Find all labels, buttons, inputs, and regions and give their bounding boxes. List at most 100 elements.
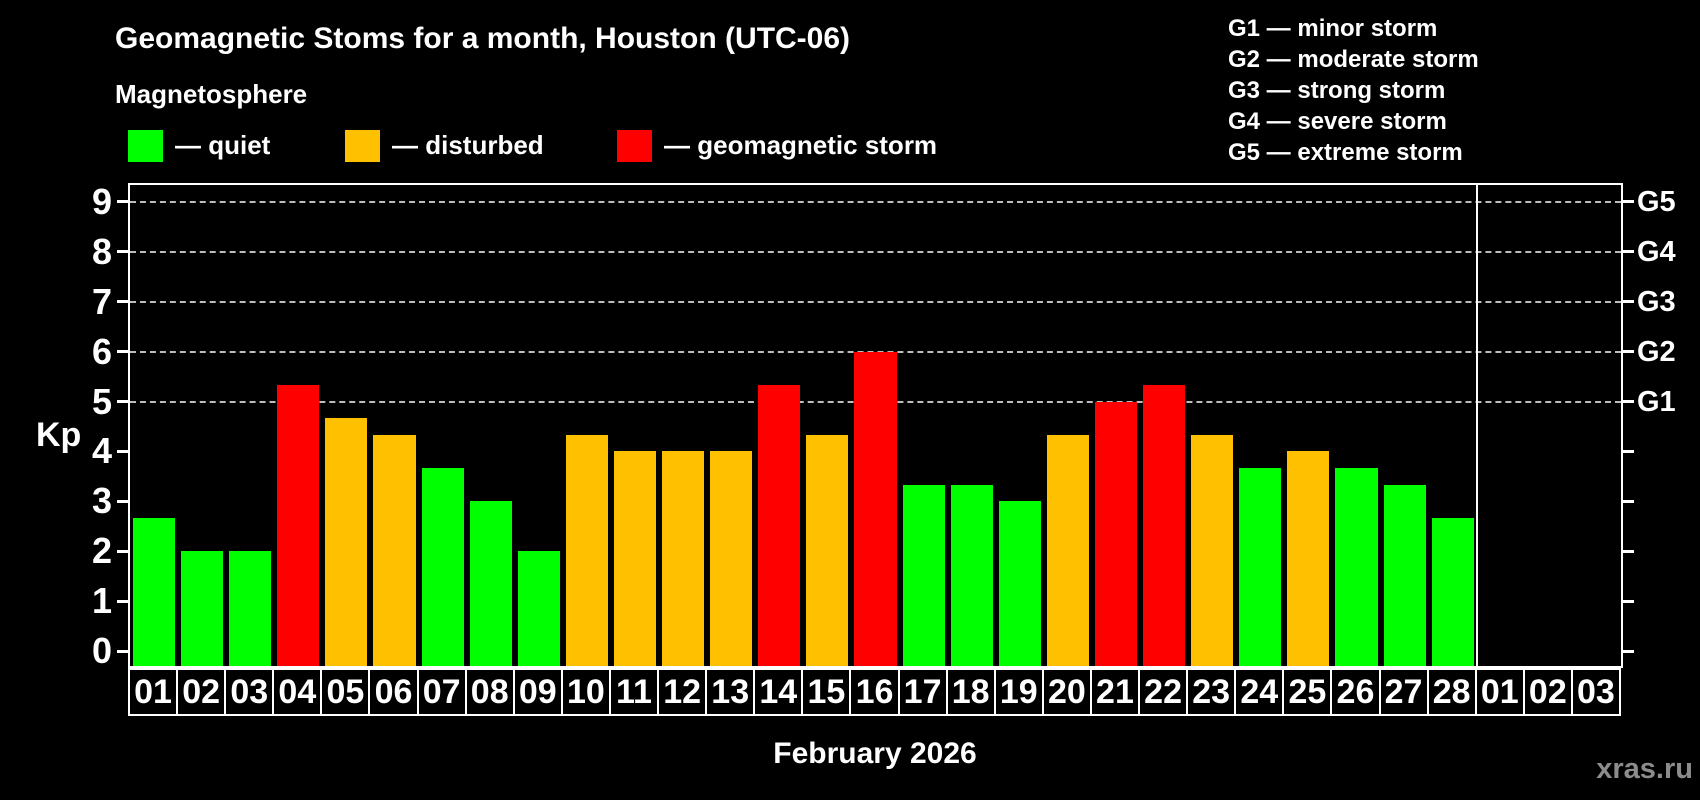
y-tick-label-8: 8 <box>91 230 112 272</box>
date-cell-next-02: 02 <box>1522 668 1573 716</box>
date-cell-feb-20: 20 <box>1041 668 1092 716</box>
date-cell-next-01: 01 <box>1474 668 1525 716</box>
kp-bar-day-22 <box>1143 385 1186 666</box>
y-tick-right-5 <box>1623 400 1634 403</box>
date-cell-feb-12: 12 <box>657 668 708 716</box>
storm-color-swatch <box>617 129 652 162</box>
g-axis-label-g2: G2 <box>1637 335 1676 368</box>
y-tick-right-1 <box>1623 599 1634 603</box>
y-tick-label-4: 4 <box>91 430 112 472</box>
chart-title: Geomagnetic Stoms for a month, Houston (… <box>115 22 851 55</box>
date-cell-next-03: 03 <box>1570 668 1621 716</box>
g-scale-legend-g4: G4 — severe storm <box>1228 108 1447 135</box>
y-tick-label-5: 5 <box>91 380 112 422</box>
kp-bar-day-19 <box>998 501 1041 666</box>
kp-bar-day-02 <box>181 551 224 666</box>
y-tick-label-0: 0 <box>91 630 112 671</box>
date-cell-feb-13: 13 <box>705 668 756 716</box>
date-cell-feb-07: 07 <box>416 668 467 716</box>
date-cell-feb-24: 24 <box>1234 668 1285 716</box>
date-cell-feb-03: 03 <box>224 668 275 716</box>
y-tick-right-6 <box>1623 350 1634 354</box>
kp-bar-day-15 <box>806 434 849 666</box>
y-tick-left-9 <box>117 200 128 204</box>
y-tick-label-2: 2 <box>91 530 112 572</box>
y-tick-left-5 <box>117 400 128 403</box>
g-axis-label-g3: G3 <box>1637 285 1676 318</box>
y-tick-left-4 <box>117 449 128 453</box>
date-cell-feb-14: 14 <box>753 668 804 716</box>
quiet-color-swatch <box>128 129 163 162</box>
kp-bar-day-16 <box>854 351 897 666</box>
y-tick-left-2 <box>117 549 128 553</box>
kp-bar-day-12 <box>662 451 705 666</box>
legend-item-quiet: — quiet <box>128 129 270 162</box>
kp-bar-day-27 <box>1383 484 1426 666</box>
kp-bar-day-18 <box>950 484 993 666</box>
y-tick-label-9: 9 <box>91 180 112 222</box>
y-tick-label-7: 7 <box>91 280 112 322</box>
legend-label-quiet: — quiet <box>175 130 271 160</box>
date-cell-feb-22: 22 <box>1138 668 1189 716</box>
kp-bar-day-10 <box>565 434 608 666</box>
date-cell-feb-19: 19 <box>993 668 1044 716</box>
legend-item-storm: — geomagnetic storm <box>617 129 937 162</box>
y-tick-left-6 <box>117 350 128 354</box>
date-cell-feb-06: 06 <box>368 668 419 716</box>
date-cell-feb-25: 25 <box>1282 668 1333 716</box>
g-scale-legend-g2: G2 — moderate storm <box>1228 46 1479 73</box>
kp-bar-day-08 <box>469 501 512 666</box>
y-tick-right-2 <box>1623 549 1634 553</box>
legend-label-disturbed: — disturbed <box>392 130 544 160</box>
date-cell-feb-28: 28 <box>1426 668 1477 716</box>
date-cell-feb-10: 10 <box>560 668 611 716</box>
x-axis-title: February 2026 <box>773 737 977 770</box>
kp-bar-day-17 <box>902 484 945 666</box>
date-cell-feb-02: 02 <box>176 668 227 716</box>
y-tick-label-6: 6 <box>91 330 112 372</box>
kp-bar-day-14 <box>758 385 801 666</box>
date-cell-feb-09: 09 <box>512 668 563 716</box>
y-tick-left-1 <box>117 599 128 603</box>
y-tick-label-3: 3 <box>91 480 112 522</box>
g-axis-label-g5: G5 <box>1637 185 1676 218</box>
date-cell-feb-16: 16 <box>849 668 900 716</box>
y-tick-left-7 <box>117 300 128 304</box>
date-cell-feb-23: 23 <box>1186 668 1237 716</box>
gridline-kp7 <box>130 300 1621 303</box>
y-tick-right-8 <box>1623 250 1634 254</box>
date-cell-feb-08: 08 <box>464 668 515 716</box>
kp-bar-day-28 <box>1431 517 1474 666</box>
kp-bar-day-20 <box>1046 434 1089 666</box>
y-tick-right-0 <box>1623 649 1634 653</box>
kp-bar-day-21 <box>1094 401 1138 666</box>
kp-bar-day-01 <box>133 517 176 666</box>
plot-area <box>128 183 1623 668</box>
kp-bar-day-09 <box>517 551 560 666</box>
y-tick-right-4 <box>1623 449 1634 453</box>
y-tick-left-3 <box>117 499 128 503</box>
date-cell-feb-11: 11 <box>608 668 660 716</box>
kp-bar-day-04 <box>277 385 320 666</box>
date-cell-feb-05: 05 <box>320 668 371 716</box>
kp-bar-day-24 <box>1239 467 1282 666</box>
legend-item-disturbed: — disturbed <box>345 129 544 162</box>
y-tick-right-7 <box>1623 300 1634 304</box>
g-axis-label-g1: G1 <box>1637 385 1676 418</box>
y-tick-left-8 <box>117 250 128 254</box>
chart-subtitle: Magnetosphere <box>115 79 308 109</box>
y-tick-left-0 <box>117 649 128 653</box>
disturbed-color-swatch <box>345 129 380 162</box>
kp-bar-day-13 <box>710 451 753 666</box>
watermark: xras.ru <box>1596 753 1693 785</box>
g-axis-label-g4: G4 <box>1637 235 1676 268</box>
gridline-kp8 <box>130 250 1621 253</box>
date-cell-feb-15: 15 <box>801 668 852 716</box>
y-axis-title: Kp <box>36 416 82 454</box>
kp-bar-day-05 <box>325 417 368 666</box>
kp-bar-day-07 <box>421 467 464 666</box>
y-tick-right-3 <box>1623 499 1634 503</box>
kp-bar-day-25 <box>1287 451 1330 666</box>
kp-bar-day-06 <box>373 434 416 666</box>
